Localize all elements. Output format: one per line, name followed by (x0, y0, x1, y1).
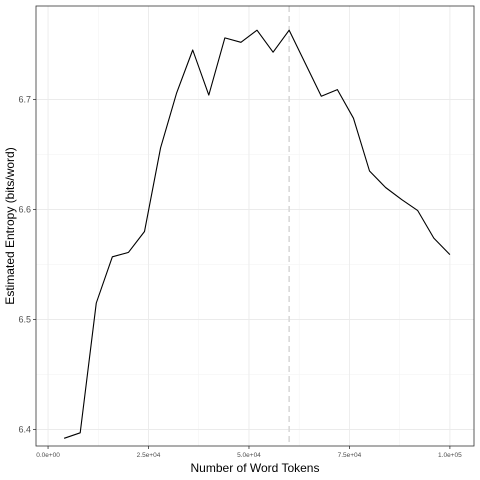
grid-lines (36, 6, 474, 446)
plot-panel-border (35, 5, 475, 447)
series-line (63, 29, 451, 439)
y-tick-label: 6.5 (18, 315, 31, 325)
x-tick-label: 5.0e+04 (237, 452, 261, 459)
y-axis-ticks: 6.4 6.5 6.6 6.7 (18, 95, 36, 435)
x-tick-label: 2.5e+04 (137, 452, 161, 459)
y-axis-title: Estimated Entropy (bits/word) (3, 147, 17, 304)
x-tick-label: 7.5e+04 (338, 452, 362, 459)
y-tick-label: 6.6 (18, 205, 31, 215)
x-tick-label: 0.0e+00 (36, 452, 60, 459)
y-tick-label: 6.7 (18, 95, 31, 105)
y-tick-label: 6.4 (18, 425, 31, 435)
x-tick-label: 1.0e+05 (438, 452, 462, 459)
x-axis-title: Number of Word Tokens (191, 461, 320, 475)
x-axis-ticks: 0.0e+00 2.5e+04 5.0e+04 7.5e+04 1.0e+05 (36, 446, 462, 459)
series-layer (63, 29, 451, 439)
